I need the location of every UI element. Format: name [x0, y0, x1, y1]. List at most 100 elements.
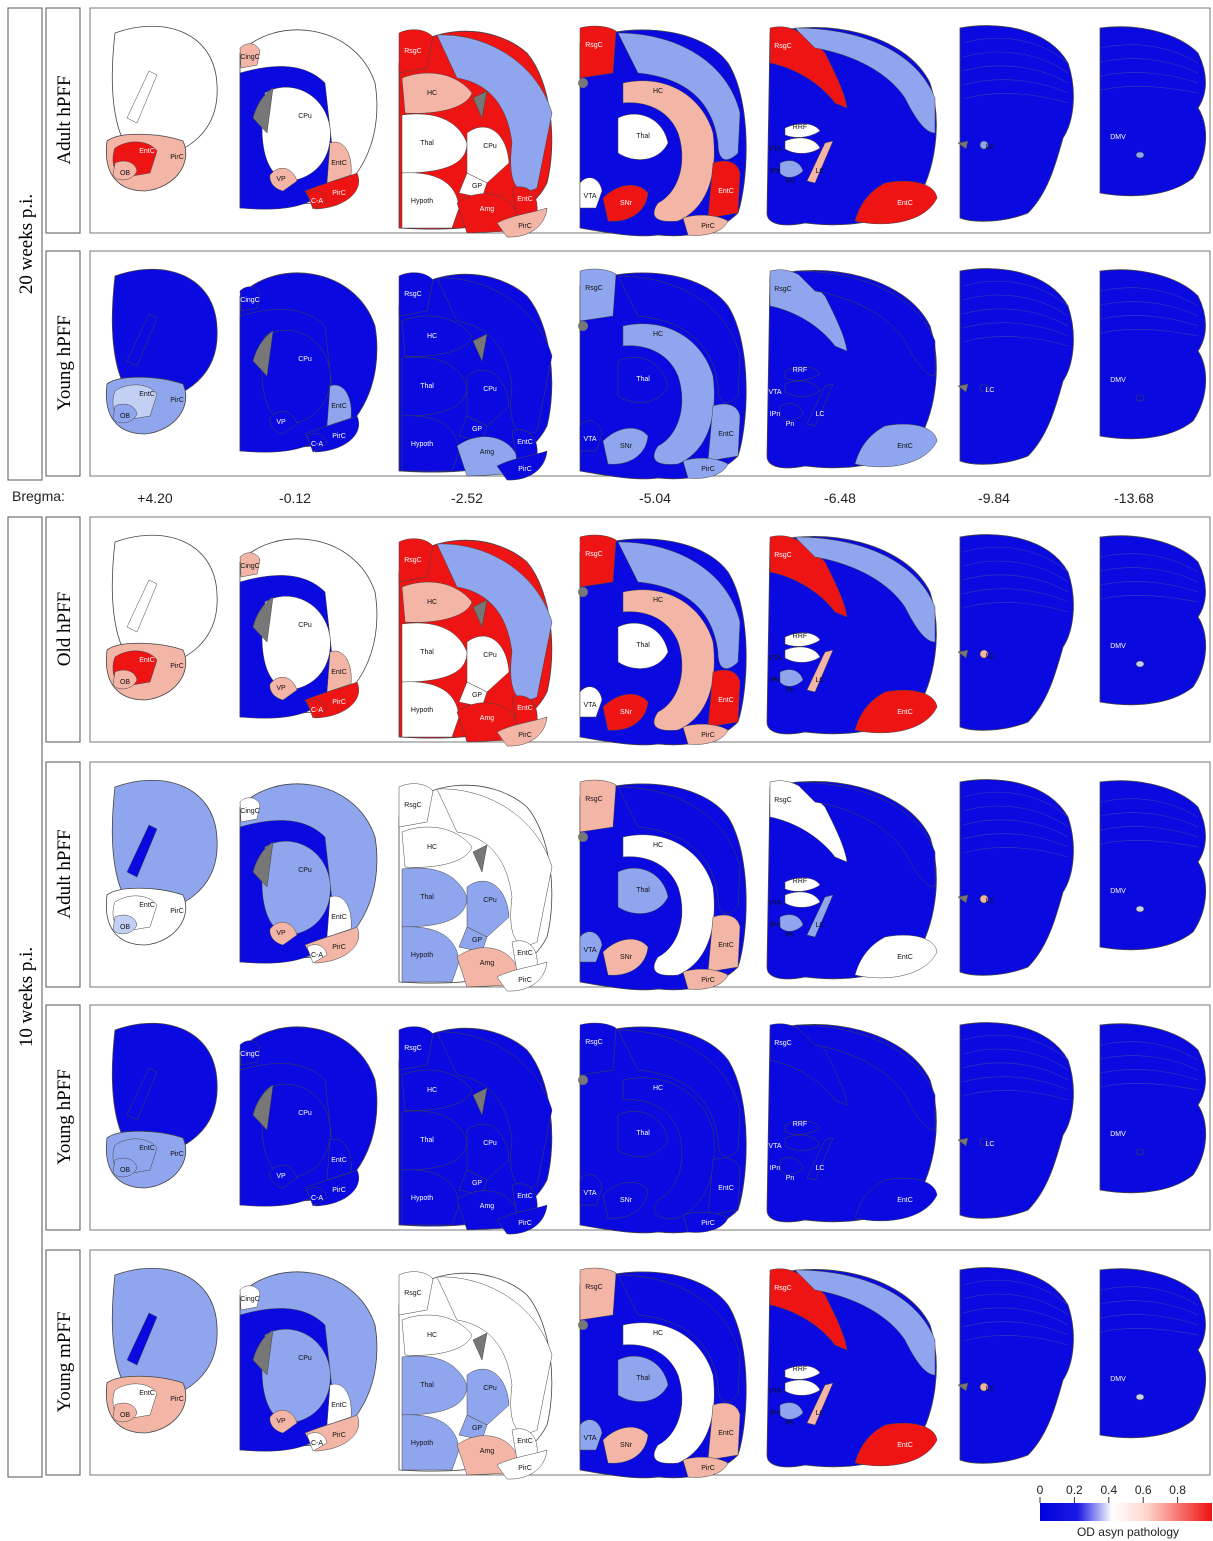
- region-label-ipn: IPn: [770, 677, 781, 684]
- pirc-region: [682, 1456, 729, 1478]
- colorbar-tick-label: 0.2: [1066, 1483, 1083, 1497]
- region-label-pirc: PirC: [332, 433, 346, 440]
- cortex-band: [794, 1024, 936, 1131]
- section-row1-col7: DMV: [1099, 26, 1207, 197]
- section-row1-col3: RsgC HC Thal CPu GP Hypoth Amg EntC PirC: [398, 29, 553, 238]
- section-outline: [959, 1022, 1074, 1219]
- row-label-box-1: [45, 7, 81, 234]
- folium-line: [962, 79, 1069, 94]
- snr-region: [602, 1182, 649, 1219]
- region-label-pirc: PirC: [332, 1187, 346, 1194]
- section-row2-col3: RsgC HC Thal CPu GP Hypoth Amg EntC PirC: [398, 272, 553, 481]
- row-label-box-2: [45, 250, 81, 477]
- section-row1-col1: OB EntC PirC: [105, 25, 218, 192]
- folium-line: [962, 847, 1069, 858]
- rsgc-region: [398, 538, 434, 583]
- region-label-dmv: DMV: [1110, 888, 1126, 895]
- region-label-ob: OB: [120, 1167, 130, 1174]
- entc-region: [707, 160, 741, 219]
- ca-region: [306, 433, 328, 453]
- hc-region: [401, 1069, 473, 1111]
- rsgc-region: [579, 779, 617, 833]
- dmv-region: [1135, 660, 1145, 668]
- ca-region: [306, 1187, 328, 1207]
- region-label-rrf: RRF: [793, 633, 807, 640]
- rsgc-region: [398, 272, 434, 317]
- entc-region: [854, 423, 938, 468]
- region-label-pn: Pn: [786, 421, 795, 428]
- region-label-entc: EntC: [139, 148, 155, 155]
- folium-line: [962, 1335, 1069, 1346]
- section-outline: [111, 779, 218, 916]
- region-label-hypoth: Hypoth: [411, 441, 433, 448]
- section-row3-col4: RsgC HC Thal VTA SNr EntC PirC: [578, 534, 747, 746]
- region-label-rsgc: RsgC: [774, 552, 792, 559]
- section-row5-col1: OB EntC PirC: [105, 1022, 218, 1189]
- region-label-ob: OB: [120, 924, 130, 931]
- region-label-dmv: DMV: [1110, 1376, 1126, 1383]
- region-label-entc: EntC: [897, 954, 913, 961]
- region-label-pirc: PirC: [518, 1220, 532, 1227]
- lc-region: [979, 894, 989, 904]
- row-label-box-6: [45, 1249, 81, 1476]
- section-row6-col6: LC: [957, 1267, 1074, 1464]
- section-outline: [959, 1267, 1074, 1464]
- region-label-thal: Thal: [636, 376, 650, 383]
- lc-region: [979, 140, 989, 150]
- region-label-vta: VTA: [768, 655, 781, 662]
- pirc-region: [496, 1204, 548, 1235]
- folium-line: [1100, 1300, 1199, 1316]
- cortex-band: [617, 275, 741, 403]
- ob-region: [112, 1402, 138, 1423]
- folium-line: [962, 833, 1069, 848]
- folium-line: [1100, 1055, 1199, 1071]
- tract: [806, 1382, 834, 1426]
- region-label-hc: HC: [427, 333, 437, 340]
- rsgc-region: [579, 1022, 617, 1076]
- ventricle: [472, 844, 488, 873]
- rsgc-region: [398, 783, 434, 828]
- section-outline: [959, 534, 1074, 731]
- folium-line: [1100, 329, 1199, 337]
- row-label-box-5: [45, 1004, 81, 1231]
- region-label-amg: Amg: [480, 715, 495, 722]
- region-label-cingc: CingC: [240, 1051, 259, 1058]
- region-label-gp: GP: [472, 426, 482, 433]
- region-label-snr: SNr: [620, 954, 633, 961]
- folium-line: [1100, 826, 1199, 838]
- region-label-pirc: PirC: [701, 977, 715, 984]
- region-label-lc: LC: [816, 411, 825, 418]
- region-label-entc: EntC: [897, 443, 913, 450]
- region-label-pirc: PirC: [332, 699, 346, 706]
- ventricle: [252, 330, 274, 377]
- folium-line: [962, 1321, 1069, 1336]
- region-label-entc: EntC: [718, 697, 734, 704]
- cpu-region: [261, 840, 331, 936]
- region-label-ipn: IPn: [770, 1410, 781, 1417]
- section-outline: [111, 534, 218, 671]
- region-label-vp: VP: [276, 419, 286, 426]
- rrf-region: [784, 1365, 821, 1380]
- region-label-thal: Thal: [636, 887, 650, 894]
- region-label-rsgc: RsgC: [585, 1284, 603, 1291]
- region-label-thal: Thal: [420, 383, 434, 390]
- section-row5-col2: CingC CPu VP EntC PirC C-A: [239, 1026, 378, 1207]
- region-label-cingc: CingC: [240, 297, 259, 304]
- row-label-box-3: [45, 516, 81, 743]
- cortex-band: [794, 270, 936, 377]
- region-label-thal: Thal: [636, 1375, 650, 1382]
- region-label-pirc: PirC: [332, 1432, 346, 1439]
- cortex-band: [617, 1029, 741, 1157]
- colorbar-tick-label: 0.4: [1100, 1483, 1117, 1497]
- region-label-pirc: PirC: [170, 1151, 184, 1158]
- region-label-lc: LC: [986, 1141, 995, 1148]
- region-label-vta: VTA: [768, 1388, 781, 1395]
- ventricle: [252, 596, 274, 643]
- region-label-entc: EntC: [517, 1193, 533, 1200]
- section-outline: [959, 25, 1074, 222]
- rrf-region: [784, 123, 821, 138]
- region-label-pirc: PirC: [518, 977, 532, 984]
- region-label-rrf: RRF: [793, 124, 807, 131]
- entc-region: [326, 1383, 352, 1426]
- region-label-lc: LC: [986, 653, 995, 660]
